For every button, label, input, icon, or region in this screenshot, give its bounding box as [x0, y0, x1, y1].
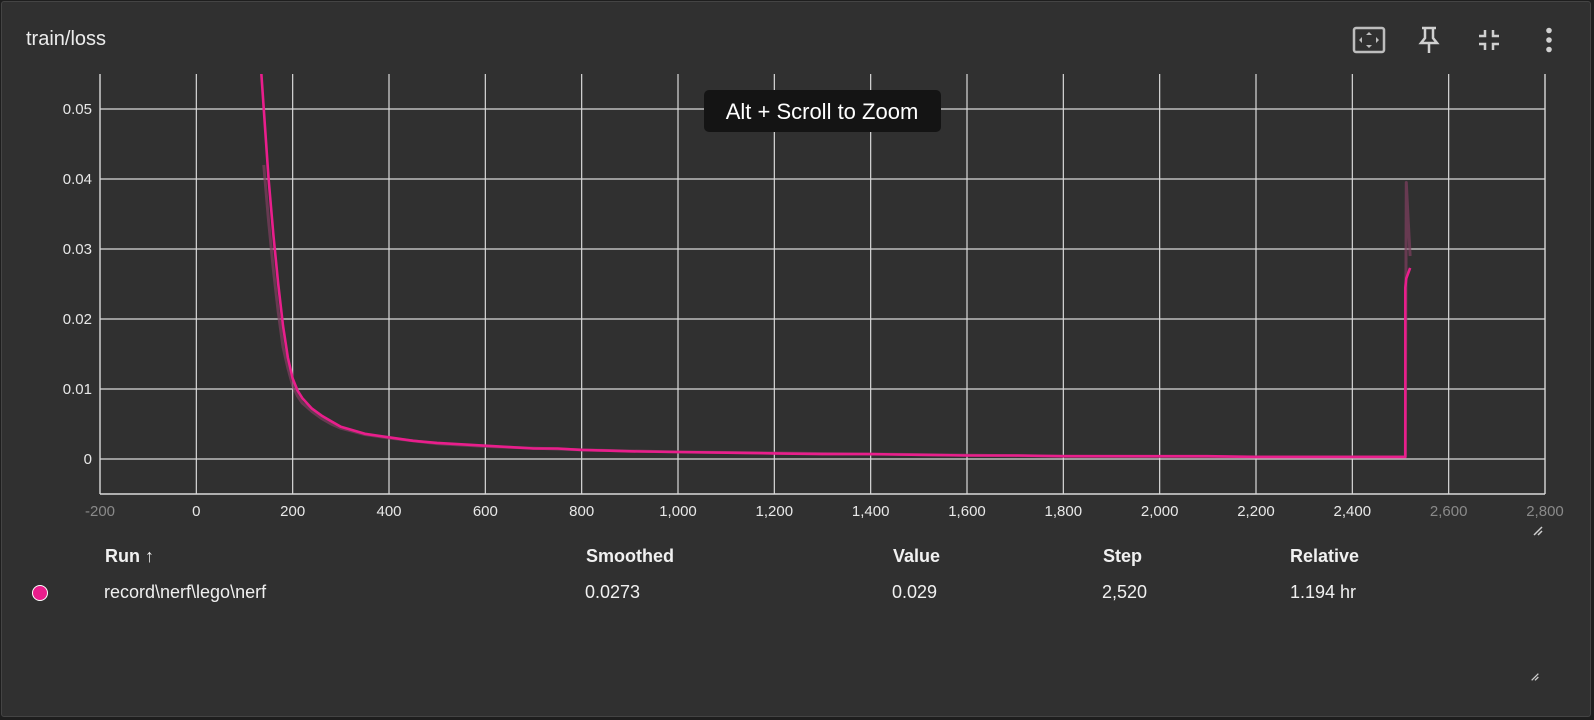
x-axis: -200 0 200 400 600 800 1,000 1,200 1,400 1,600 1,8…: [85, 503, 1564, 520]
x-tick-label: 2,000: [1141, 503, 1179, 520]
card-toolbar: [1346, 20, 1572, 60]
header-value: Value: [893, 546, 941, 566]
more-vert-icon: [1546, 27, 1552, 53]
collapse-button[interactable]: [1466, 20, 1512, 60]
run-color-dot: [32, 585, 48, 601]
cell-smoothed: 0.0273: [585, 582, 641, 602]
y-axis: 0 0.01 0.02 0.03 0.04 0.05: [63, 101, 92, 468]
header-step: Step: [1103, 546, 1143, 566]
y-tick-label: 0.03: [63, 241, 92, 258]
grid: [99, 74, 1546, 495]
x-tick-label: 0: [192, 503, 200, 520]
y-tick-label: 0.05: [63, 101, 92, 118]
series-line-raw[interactable]: [262, 164, 1412, 459]
x-tick-label: 1,000: [659, 503, 697, 520]
collapse-icon: [1479, 30, 1499, 50]
x-tick-label: 400: [376, 503, 401, 520]
x-tick-label: 2,200: [1237, 503, 1275, 520]
x-tick-label: 1,200: [756, 503, 794, 520]
y-tick-label: 0.04: [63, 171, 92, 188]
cell-run: record\nerf\lego\nerf: [104, 582, 267, 602]
cell-step: 2,520: [1102, 582, 1148, 602]
fit-to-screen-icon: [1352, 26, 1386, 54]
pin-button[interactable]: [1406, 20, 1452, 60]
x-tick-label: -200: [85, 503, 115, 520]
card-resize-handle[interactable]: [1530, 672, 1540, 682]
y-tick-label: 0: [84, 451, 92, 468]
x-tick-label: 2,600: [1430, 503, 1468, 520]
x-tick-label: 800: [569, 503, 594, 520]
cell-value: 0.029: [892, 582, 938, 602]
card-title: train/loss: [26, 28, 107, 50]
series-line-smoothed[interactable]: [259, 62, 1412, 459]
x-tick-label: 1,400: [852, 503, 890, 520]
x-tick-label: 2,400: [1334, 503, 1372, 520]
fit-to-screen-button[interactable]: [1346, 20, 1392, 60]
loss-chart[interactable]: -200 0 200 400 600 800 1,000 1,200 1,400 1,600 1,8…: [2, 62, 1592, 542]
zoom-hint: Alt + Scroll to Zoom: [704, 90, 941, 132]
x-tick-label: 1,800: [1045, 503, 1083, 520]
x-tick-label: 2,800: [1526, 503, 1564, 520]
x-tick-label: 1,600: [948, 503, 986, 520]
y-tick-label: 0.02: [63, 311, 92, 328]
x-tick-label: 200: [280, 503, 305, 520]
header-relative: Relative: [1290, 546, 1360, 566]
chart-resize-handle[interactable]: [1533, 526, 1543, 536]
header-run[interactable]: Run ↑: [105, 546, 154, 566]
pin-icon: [1418, 26, 1440, 53]
y-tick-label: 0.01: [63, 381, 92, 398]
header-smoothed: Smoothed: [586, 546, 674, 566]
more-options-button[interactable]: [1526, 20, 1572, 60]
x-tick-label: 600: [473, 503, 498, 520]
cell-relative: 1.194 hr: [1290, 582, 1357, 602]
series-lines: [259, 62, 1412, 459]
zoom-hint-text: Alt + Scroll to Zoom: [726, 99, 919, 124]
